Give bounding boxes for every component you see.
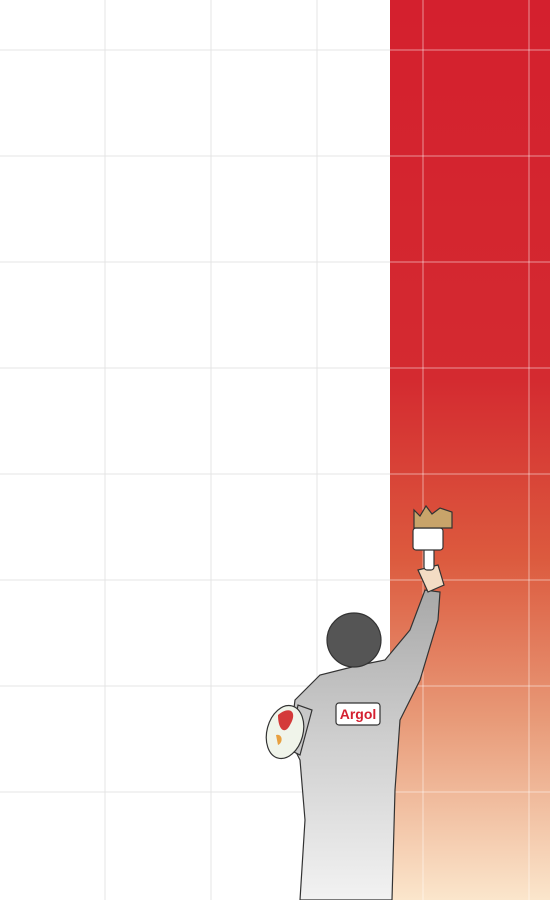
badge-text: Argol [340, 706, 377, 722]
painted-wall [390, 0, 550, 900]
grid-red [390, 0, 550, 900]
painter: Argol [265, 504, 453, 900]
